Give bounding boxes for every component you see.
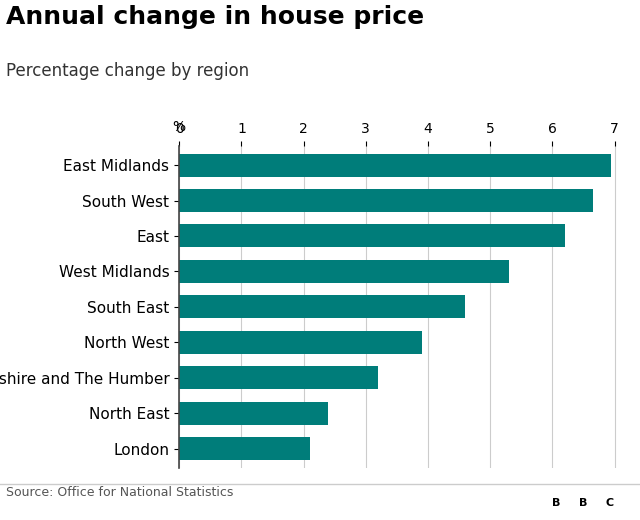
Bar [179, 366, 378, 389]
Text: Percentage change by region: Percentage change by region [6, 62, 250, 81]
Text: Source: Office for National Statistics: Source: Office for National Statistics [6, 486, 234, 499]
FancyBboxPatch shape [572, 491, 594, 515]
Text: C: C [605, 498, 614, 508]
Bar [179, 153, 611, 177]
Text: Annual change in house price: Annual change in house price [6, 5, 424, 29]
FancyBboxPatch shape [598, 491, 621, 515]
Bar [179, 437, 310, 460]
Bar [179, 401, 328, 425]
Bar [179, 189, 593, 212]
Bar [179, 260, 509, 283]
Text: B: B [579, 498, 587, 508]
FancyBboxPatch shape [545, 491, 567, 515]
Bar [179, 225, 565, 248]
Bar [179, 331, 422, 354]
Text: B: B [552, 498, 560, 508]
Bar [179, 295, 465, 318]
Text: %: % [173, 121, 186, 135]
